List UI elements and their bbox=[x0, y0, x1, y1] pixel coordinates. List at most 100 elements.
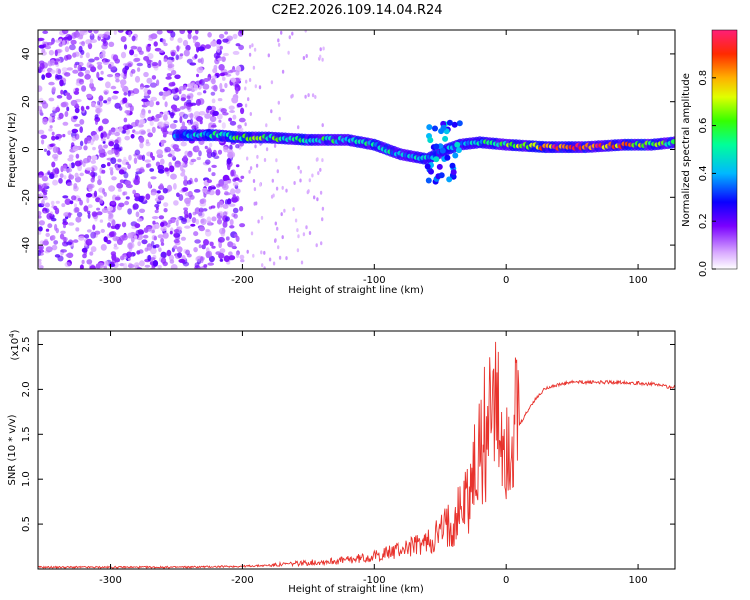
noise-cell bbox=[99, 53, 106, 59]
noise-cell bbox=[223, 255, 230, 262]
noise-cell bbox=[210, 124, 217, 128]
noise-cell bbox=[138, 208, 146, 213]
noise-cell bbox=[83, 205, 89, 212]
noise-cell bbox=[297, 165, 300, 170]
noise-cell bbox=[277, 245, 280, 250]
noise-cell bbox=[48, 49, 55, 56]
noise-cell bbox=[158, 121, 165, 128]
noise-cell bbox=[49, 125, 53, 129]
noise-cell bbox=[194, 239, 201, 244]
noise-cell bbox=[166, 184, 173, 192]
noise-cell bbox=[166, 249, 172, 257]
noise-cell bbox=[203, 264, 208, 268]
noise-cell bbox=[196, 66, 204, 74]
noise-cell bbox=[74, 133, 80, 140]
noise-cell bbox=[217, 149, 223, 155]
noise-cell bbox=[173, 120, 178, 123]
noise-cell bbox=[302, 232, 306, 237]
noise-cell bbox=[235, 188, 241, 194]
noise-cell bbox=[211, 98, 216, 104]
noise-cell bbox=[174, 74, 181, 80]
noise-cell bbox=[224, 192, 231, 196]
noise-cell bbox=[127, 232, 133, 239]
spectrogram-y-ticks: -40 -20 0 20 40 bbox=[21, 48, 675, 253]
noise-cell bbox=[240, 259, 245, 263]
noise-cell bbox=[155, 101, 160, 106]
noise-cell bbox=[195, 218, 200, 225]
noise-cell bbox=[143, 71, 149, 78]
noise-cell bbox=[50, 235, 56, 241]
noise-cell bbox=[78, 235, 85, 241]
noise-cell bbox=[319, 167, 322, 172]
noise-cell bbox=[48, 97, 55, 102]
noise-cell bbox=[216, 39, 222, 45]
snr-panel: -300 -200 -100 0 100 0.5 1.0 1.5 2.0 2.5 Height … bbox=[7, 329, 676, 595]
noise-cell bbox=[56, 95, 63, 99]
noise-cell bbox=[107, 162, 111, 167]
noise-cell bbox=[54, 49, 58, 57]
noise-cell bbox=[315, 243, 318, 248]
noise-cell bbox=[133, 157, 138, 165]
noise-cell bbox=[296, 228, 299, 233]
noise-cell bbox=[47, 223, 53, 229]
noise-cell bbox=[247, 97, 250, 102]
noise-cell bbox=[194, 54, 198, 59]
noise-cell bbox=[60, 89, 64, 95]
noise-cell bbox=[110, 231, 117, 237]
noise-cell bbox=[42, 68, 46, 73]
noise-cell bbox=[149, 168, 155, 172]
noise-cell bbox=[267, 53, 270, 58]
ridge-branch bbox=[451, 121, 458, 128]
noise-cell bbox=[94, 230, 101, 235]
noise-cell bbox=[93, 30, 99, 34]
noise-cell bbox=[271, 178, 274, 183]
noise-cell bbox=[164, 167, 170, 172]
noise-cell bbox=[75, 216, 82, 223]
noise-cell bbox=[42, 118, 48, 125]
noise-cell bbox=[151, 61, 159, 67]
noise-cell bbox=[90, 32, 93, 36]
noise-cell bbox=[207, 147, 212, 154]
noise-cell bbox=[91, 155, 98, 161]
noise-cell bbox=[219, 82, 223, 90]
noise-cell bbox=[75, 61, 80, 66]
noise-cell bbox=[111, 95, 119, 100]
noise-cell bbox=[108, 213, 112, 220]
noise-cell bbox=[169, 254, 174, 261]
noise-cell bbox=[63, 212, 69, 217]
noise-cell bbox=[233, 213, 238, 219]
noise-cell bbox=[297, 125, 300, 130]
noise-cell bbox=[50, 69, 56, 74]
noise-cell bbox=[51, 161, 56, 168]
noise-cell bbox=[228, 117, 233, 122]
colorbar-tick-label: 0.6 bbox=[698, 118, 709, 134]
noise-cell bbox=[322, 46, 325, 51]
noise-cell bbox=[45, 228, 50, 232]
noise-cell bbox=[213, 84, 218, 92]
noise-cell bbox=[231, 242, 236, 249]
noise-cell bbox=[139, 260, 145, 267]
noise-cell bbox=[163, 114, 168, 121]
noise-cell bbox=[165, 76, 172, 80]
noise-cell bbox=[173, 92, 178, 99]
noise-cell bbox=[62, 195, 69, 199]
noise-cell bbox=[196, 91, 202, 96]
noise-cell bbox=[118, 169, 125, 175]
noise-cell bbox=[151, 155, 155, 161]
noise-cell bbox=[252, 253, 255, 258]
noise-cell bbox=[217, 57, 223, 62]
noise-cell bbox=[161, 38, 166, 44]
noise-cell bbox=[69, 44, 76, 51]
noise-cell bbox=[292, 207, 295, 212]
noise-cell bbox=[141, 154, 146, 161]
noise-cell bbox=[319, 190, 323, 195]
noise-cell bbox=[119, 179, 125, 183]
noise-cell bbox=[170, 104, 178, 110]
noise-cell bbox=[209, 115, 217, 123]
noise-cell bbox=[137, 154, 143, 160]
noise-cell bbox=[154, 203, 160, 208]
noise-cell bbox=[73, 239, 79, 243]
noise-cell bbox=[147, 89, 152, 95]
noise-cell bbox=[270, 109, 273, 114]
noise-cell bbox=[138, 195, 144, 203]
